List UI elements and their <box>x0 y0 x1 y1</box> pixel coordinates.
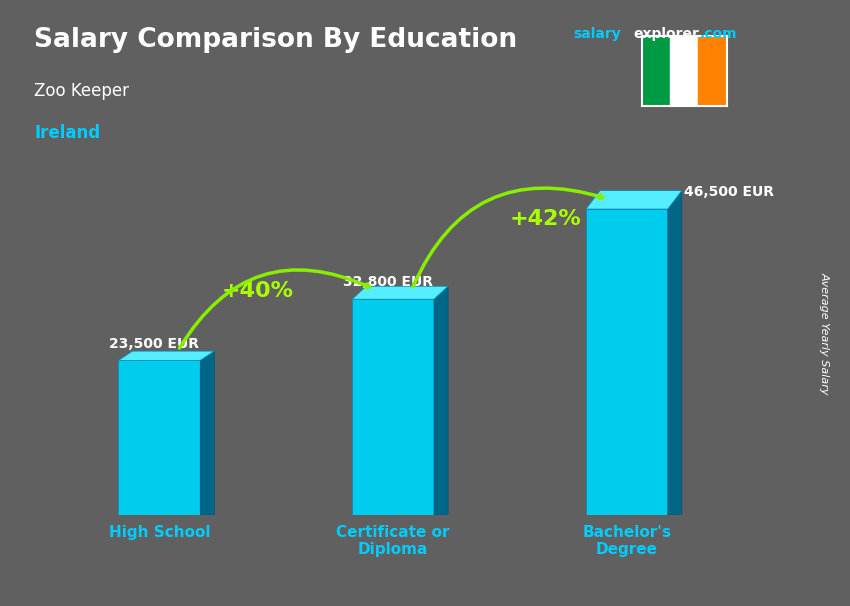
Polygon shape <box>586 191 682 209</box>
Text: .com: .com <box>700 27 737 41</box>
Polygon shape <box>352 299 434 515</box>
Text: Zoo Keeper: Zoo Keeper <box>34 82 129 100</box>
Text: salary: salary <box>574 27 621 41</box>
Text: Salary Comparison By Education: Salary Comparison By Education <box>34 27 517 53</box>
Text: Ireland: Ireland <box>34 124 100 142</box>
Bar <box>699 36 727 106</box>
Text: explorer: explorer <box>633 27 699 41</box>
Text: 32,800 EUR: 32,800 EUR <box>343 275 433 289</box>
Polygon shape <box>118 351 214 361</box>
Polygon shape <box>668 191 682 515</box>
Polygon shape <box>352 286 448 299</box>
Text: Average Yearly Salary: Average Yearly Salary <box>819 272 830 395</box>
Polygon shape <box>434 286 448 515</box>
Text: 23,500 EUR: 23,500 EUR <box>109 336 199 350</box>
Bar <box>642 36 670 106</box>
Polygon shape <box>201 351 214 515</box>
Polygon shape <box>586 209 668 515</box>
Text: +40%: +40% <box>222 281 293 301</box>
Polygon shape <box>118 361 201 515</box>
Bar <box>670 36 699 106</box>
Text: +42%: +42% <box>509 209 581 229</box>
Text: 46,500 EUR: 46,500 EUR <box>684 185 774 199</box>
